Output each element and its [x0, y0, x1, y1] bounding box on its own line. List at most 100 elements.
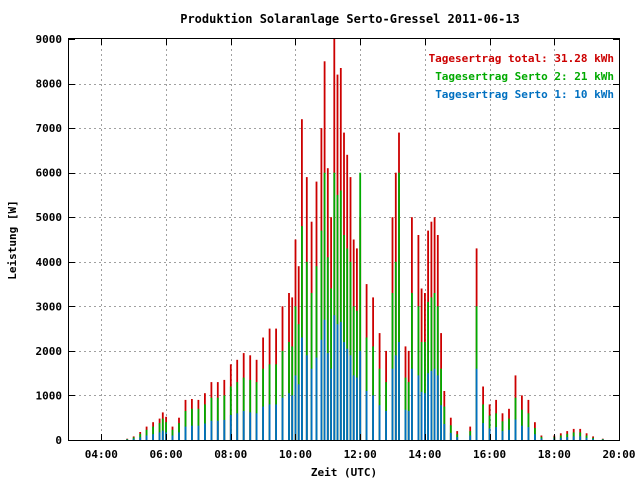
bar [411, 293, 413, 440]
bar [336, 194, 339, 440]
bar [323, 319, 326, 440]
bar [126, 439, 129, 440]
bar [330, 368, 332, 440]
bar [281, 350, 284, 440]
y-tick-label: 9000 [36, 33, 63, 46]
bar [488, 415, 491, 440]
bar [139, 433, 142, 440]
bar [433, 293, 436, 440]
bar [579, 432, 582, 440]
bar [372, 395, 374, 440]
bar [178, 423, 180, 440]
bar [365, 337, 368, 440]
axis-ticks: 0 1000 2000 3000 4000 5000 6000 7000 8000 9000 04:… [36, 33, 636, 461]
bar [346, 248, 349, 440]
bar [288, 342, 290, 440]
bar [495, 427, 497, 440]
bar [275, 364, 277, 440]
bar [281, 397, 284, 440]
x-tick-label: 04:00 [85, 448, 118, 461]
bar [204, 423, 206, 440]
x-tick-label: 16:00 [473, 448, 506, 461]
bar [501, 431, 504, 440]
bar [171, 429, 174, 440]
bar [398, 172, 400, 440]
bar [585, 435, 588, 440]
y-tick-label: 7000 [36, 122, 63, 135]
bar [456, 437, 459, 440]
bar [132, 438, 135, 440]
bar [378, 368, 381, 440]
bars [126, 39, 604, 441]
bar [145, 435, 148, 440]
bar [566, 433, 569, 440]
bar [158, 423, 161, 440]
bar [216, 420, 219, 440]
chart-title: Produktion Solaranlage Serto-Gressel 201… [180, 12, 520, 26]
bar [229, 386, 232, 440]
bar [242, 411, 245, 440]
bar [514, 397, 517, 440]
legend-entry: Tagesertrag Serto 1: 10 kWh [435, 88, 614, 101]
bar [326, 353, 329, 440]
bar [294, 306, 297, 440]
x-tick-label: 20:00 [602, 448, 635, 461]
bar [333, 172, 336, 440]
x-tick-label: 12:00 [344, 448, 377, 461]
bar [430, 370, 433, 440]
bar [391, 368, 394, 440]
bar [301, 337, 303, 440]
bar [495, 413, 497, 440]
y-tick-label: 3000 [36, 300, 63, 313]
bar [346, 348, 349, 440]
bar [436, 306, 439, 440]
bar [601, 439, 604, 440]
bar [291, 395, 294, 440]
bar [310, 368, 313, 440]
bar [391, 293, 394, 440]
bar [242, 377, 245, 440]
bar [216, 397, 219, 440]
bar [559, 437, 562, 440]
bar [339, 321, 342, 440]
bar [343, 235, 345, 440]
bar [352, 375, 355, 440]
series-3 [126, 315, 604, 441]
x-tick-label: 14:00 [408, 448, 441, 461]
bar [592, 438, 594, 440]
y-tick-label: 6000 [36, 167, 63, 180]
bar [165, 422, 167, 440]
bar [184, 411, 187, 440]
bar [210, 397, 213, 440]
bar [417, 375, 420, 440]
bar [424, 393, 426, 440]
bar [398, 342, 400, 440]
bar [527, 413, 530, 440]
bar [356, 377, 358, 440]
bar [417, 306, 420, 440]
bar [349, 261, 352, 440]
bar [161, 418, 164, 440]
bar [449, 432, 452, 440]
bar [443, 424, 446, 440]
bar [372, 346, 374, 440]
bar [508, 418, 510, 440]
bar [359, 172, 362, 440]
bar [339, 190, 342, 440]
bar [210, 420, 213, 440]
bar [572, 436, 575, 440]
bar [566, 437, 569, 440]
bar [132, 437, 135, 440]
y-tick-label: 4000 [36, 256, 63, 269]
bar [534, 434, 536, 440]
bar [449, 425, 452, 440]
bar [385, 411, 387, 440]
bar [249, 412, 252, 440]
bar [585, 437, 588, 440]
legend-entry: Tagesertrag Serto 2: 21 kWh [435, 70, 614, 83]
bar [508, 429, 510, 440]
bar [249, 379, 252, 440]
bar [315, 357, 318, 440]
bar [394, 261, 397, 440]
bar [320, 230, 323, 440]
